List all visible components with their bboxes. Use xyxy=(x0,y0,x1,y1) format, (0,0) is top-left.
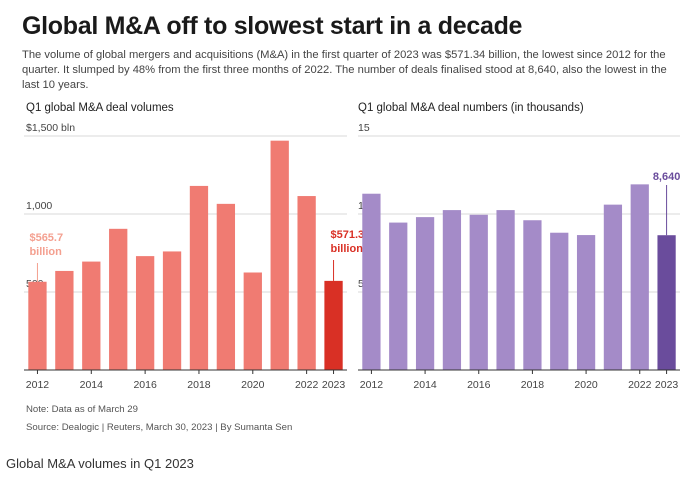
numbers-annotation-label: 8,640 xyxy=(653,171,681,183)
volume-bar-2021 xyxy=(270,140,289,370)
volume-bar-2014 xyxy=(82,261,101,370)
volume-bar-2020 xyxy=(243,272,262,370)
numbers-bar-2018 xyxy=(523,220,542,370)
volume-ytick-label: $1,500 bln xyxy=(26,122,75,134)
volume-bar-2016 xyxy=(135,256,155,370)
image-caption: Global M&A volumes in Q1 2023 xyxy=(6,456,194,471)
numbers-bar-2023 xyxy=(657,235,676,370)
numbers-xtick-label: 2018 xyxy=(521,379,545,391)
numbers-bar-2013 xyxy=(389,222,408,370)
volume-xtick-label: 2022 xyxy=(295,379,319,391)
volume-bar-2018 xyxy=(189,185,209,370)
volume-annotation-label: $571.3 xyxy=(331,229,365,241)
volume-xtick-label: 2023 xyxy=(322,379,346,391)
numbers-bar-2014 xyxy=(415,217,435,370)
volume-bar-2017 xyxy=(162,251,182,370)
volume-xtick-label: 2012 xyxy=(26,379,50,391)
volume-bar-2022 xyxy=(297,196,316,370)
numbers-bar-2020 xyxy=(576,235,596,370)
numbers-bar-2017 xyxy=(496,210,515,370)
numbers-xtick-label: 2012 xyxy=(360,379,384,391)
volume-bar-2012 xyxy=(28,281,47,370)
volume-bar-2023 xyxy=(324,280,343,370)
source-line: Source: Dealogic | Reuters, March 30, 20… xyxy=(26,422,293,433)
numbers-chart-title: Q1 global M&A deal numbers (in thousands… xyxy=(358,102,584,114)
volume-chart-title: Q1 global M&A deal volumes xyxy=(26,102,174,114)
volume-xtick-label: 2016 xyxy=(133,379,157,391)
volume-annotation-label: $565.7 xyxy=(29,232,63,244)
volume-xtick-label: 2020 xyxy=(241,379,265,391)
footnote: Note: Data as of March 29 xyxy=(26,404,138,415)
numbers-bar-2022 xyxy=(630,184,649,370)
numbers-bar-2016 xyxy=(469,214,488,370)
volume-bar-2015 xyxy=(109,228,128,370)
numbers-bar-2015 xyxy=(442,210,462,370)
page-subtitle: The volume of global mergers and acquisi… xyxy=(22,49,667,91)
volume-annotation-label: billion xyxy=(331,243,364,255)
volume-bar-2013 xyxy=(55,270,74,370)
numbers-xtick-label: 2020 xyxy=(574,379,598,391)
volume-ytick-label: 1,000 xyxy=(26,200,52,212)
numbers-ytick-label: 5 xyxy=(358,278,364,290)
page-title: Global M&A off to slowest start in a dec… xyxy=(22,12,523,40)
volume-annotation-label: billion xyxy=(29,246,62,258)
numbers-bar-2021 xyxy=(603,204,623,370)
numbers-xtick-label: 2023 xyxy=(655,379,679,391)
volume-xtick-label: 2018 xyxy=(187,379,211,391)
numbers-xtick-label: 2022 xyxy=(628,379,652,391)
volume-bar-2019 xyxy=(216,203,236,370)
numbers-ytick-label: 15 xyxy=(358,122,370,134)
numbers-xtick-label: 2014 xyxy=(413,379,437,391)
numbers-bar-2012 xyxy=(362,193,381,370)
volume-xtick-label: 2014 xyxy=(80,379,104,391)
numbers-xtick-label: 2016 xyxy=(467,379,491,391)
numbers-bar-2019 xyxy=(550,232,569,370)
